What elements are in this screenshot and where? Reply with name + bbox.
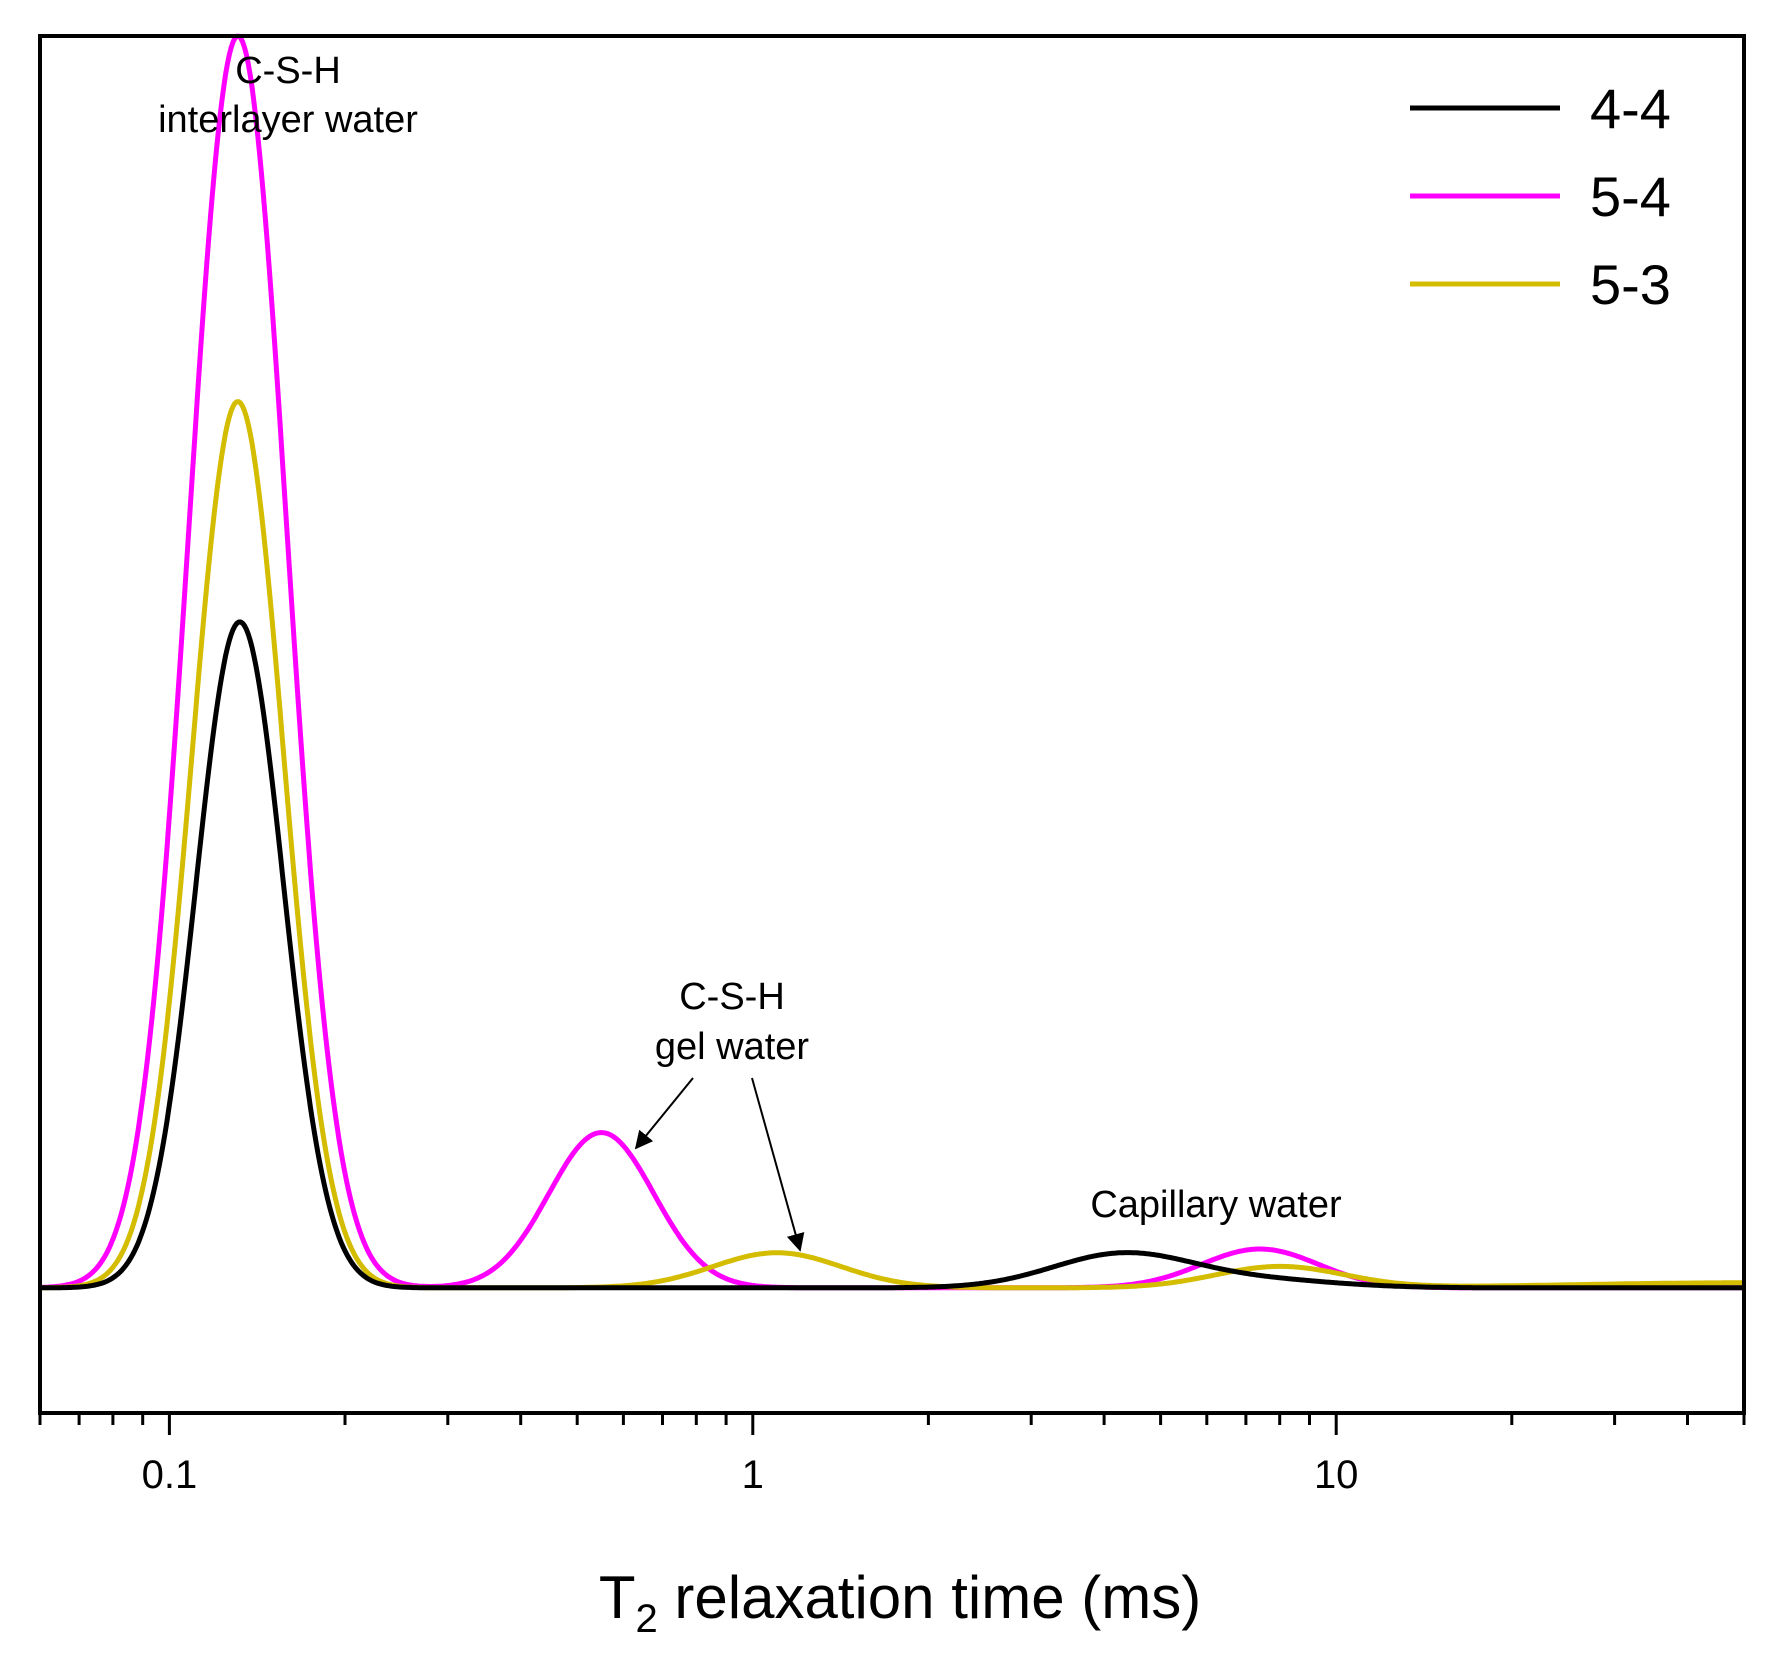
legend-label-4-4: 4-4 bbox=[1590, 77, 1671, 140]
x-tick-label: 10 bbox=[1314, 1453, 1359, 1497]
series-line-5-4 bbox=[39, 33, 1745, 1291]
plot-curves bbox=[39, 33, 1745, 1291]
legend-label-5-4: 5-4 bbox=[1590, 165, 1671, 228]
annotation-interlayer-line2: interlayer water bbox=[158, 99, 418, 141]
annotation-gel-arrow-left bbox=[634, 1077, 694, 1150]
x-axis-title-rest: relaxation time (ms) bbox=[658, 1564, 1201, 1631]
legend-label-5-3: 5-3 bbox=[1590, 253, 1671, 316]
x-tick-label: 1 bbox=[742, 1453, 764, 1497]
legend: 4-4 5-4 5-3 bbox=[1410, 77, 1671, 316]
annotation-gel-line2: gel water bbox=[655, 1026, 810, 1068]
annotation-capillary: Capillary water bbox=[1090, 1184, 1342, 1226]
plot-frame bbox=[38, 34, 1746, 1415]
x-tick-label: 0.1 bbox=[142, 1453, 198, 1497]
annotation-gel-line1: C-S-H bbox=[679, 976, 785, 1018]
x-axis-title-subscript: 2 bbox=[635, 1597, 657, 1641]
series-line-5-3 bbox=[39, 399, 1745, 1291]
annotation-interlayer-line1: C-S-H bbox=[235, 50, 341, 92]
series-line-4-4 bbox=[39, 619, 1745, 1291]
x-axis-title: T2 relaxation time (ms) bbox=[599, 1564, 1201, 1641]
x-axis-title-main: T bbox=[599, 1564, 636, 1631]
x-axis-ticks bbox=[38, 1413, 1746, 1435]
annotation-gel-arrow-right bbox=[751, 1077, 805, 1252]
x-axis-tick-labels: 0.1 1 10 bbox=[142, 1453, 1359, 1497]
